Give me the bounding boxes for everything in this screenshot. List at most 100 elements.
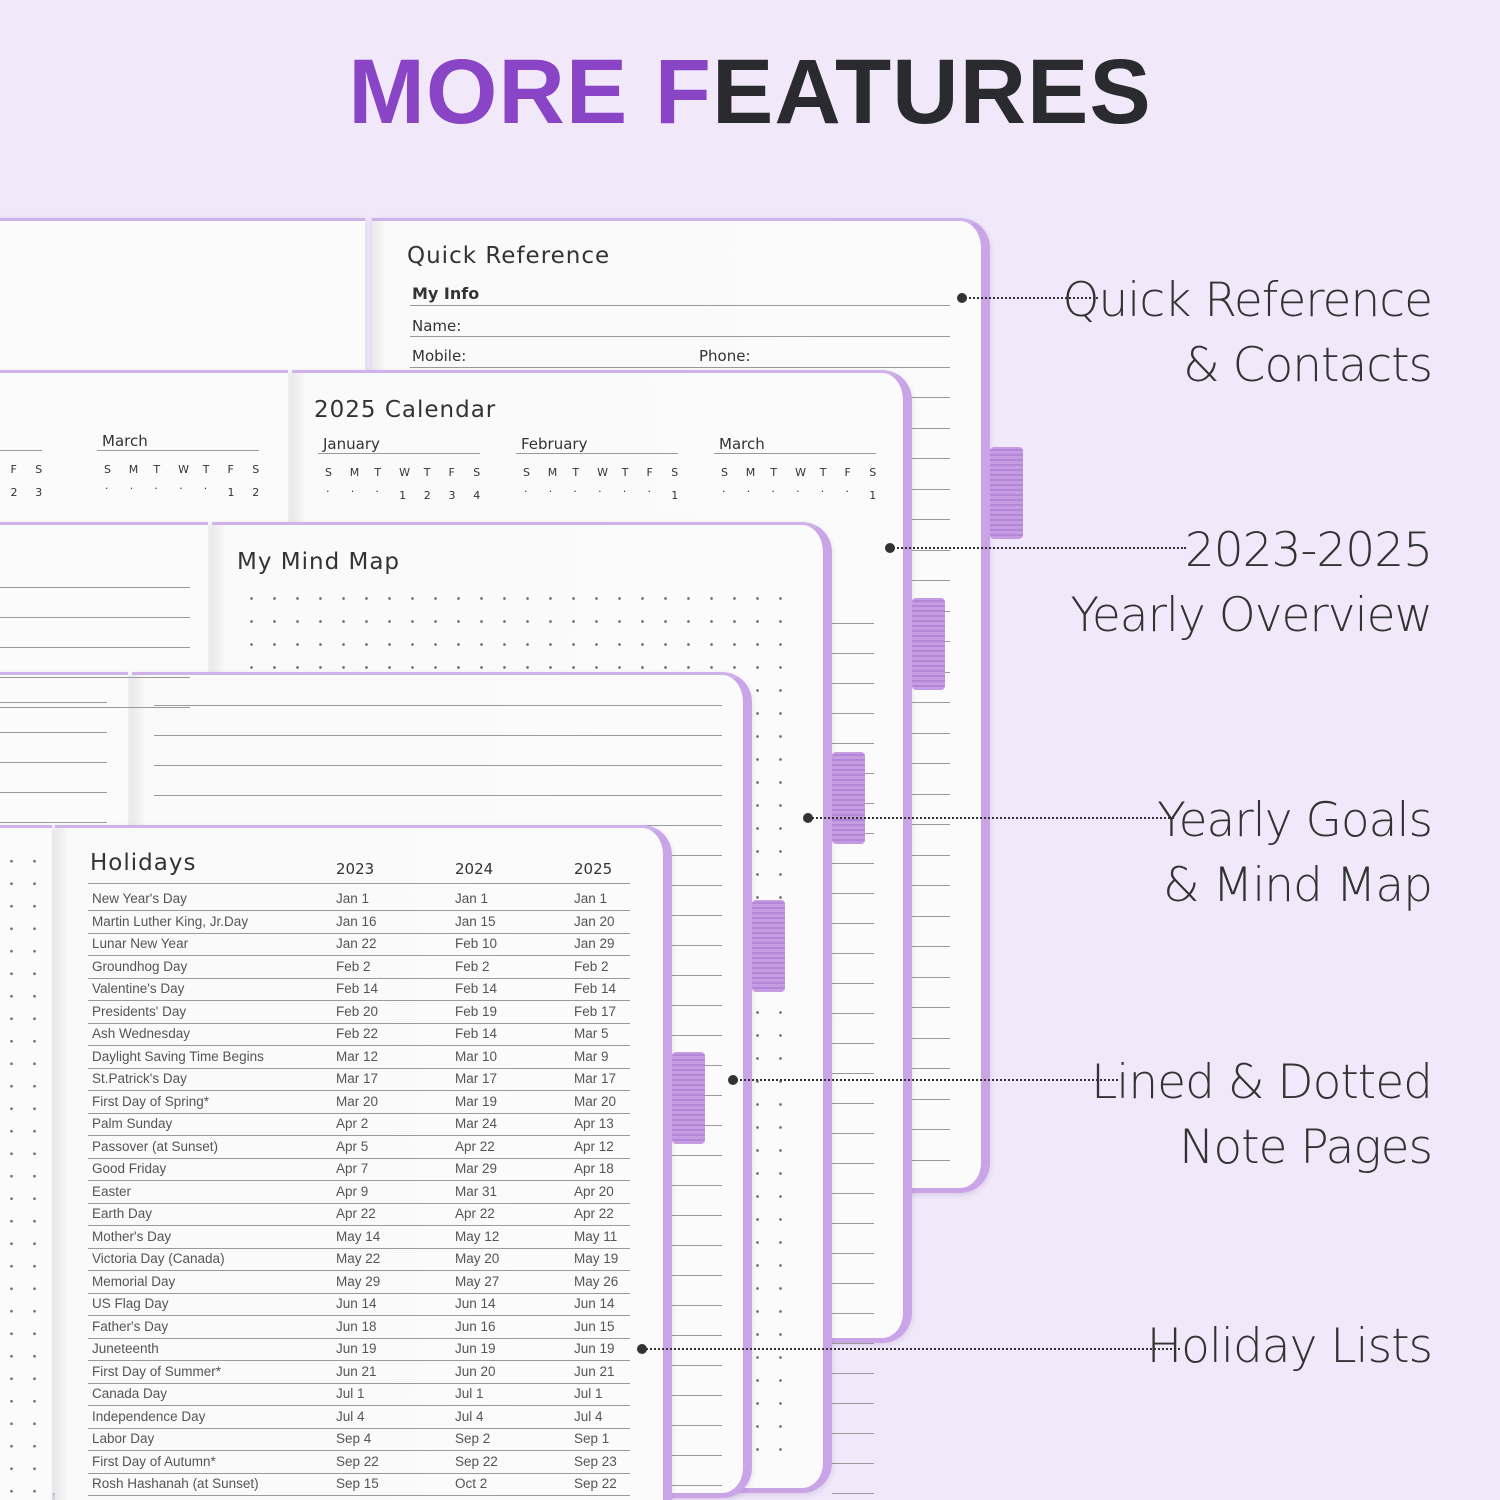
holiday-date: Jan 20 [574,913,615,929]
rule-line [832,1283,874,1284]
holiday-date: Jun 14 [574,1296,615,1311]
rule-line [0,792,107,793]
rule-line [832,1373,874,1374]
holiday-date: Feb 14 [336,981,379,996]
rule-line [88,1337,630,1339]
day: 2 [252,486,260,499]
holiday-date: Sep 4 [336,1431,372,1446]
day: 3 [35,486,43,499]
callout-line [808,817,1174,819]
holiday-date: Apr 12 [574,1138,614,1154]
weekday: W [399,466,410,479]
callout-line-text: Yearly Overview [1070,588,1433,643]
holiday-date: Jan 1 [336,891,370,906]
holiday-date: Apr 13 [574,1116,614,1131]
holiday-date: Jun 16 [455,1318,496,1334]
weekday: S [252,463,260,476]
holiday-date: Feb 14 [574,981,617,996]
field-label: Mobile: [412,347,467,365]
rule-line [832,1163,874,1164]
rule-line [0,702,107,703]
rule-line [154,735,722,736]
rule-line [832,713,874,714]
rule-line [0,647,190,648]
day: 1 [399,489,407,502]
rule-line [832,893,874,894]
holiday-date: Jun 18 [336,1318,377,1334]
rule-line [832,1103,874,1104]
holiday-name: First Day of Autumn* [92,1453,216,1469]
holiday-date: Sep 15 [336,1476,379,1491]
weekday: T [621,466,629,479]
rule-line [0,707,190,708]
holiday-name: Labor Day [92,1431,155,1446]
holiday-date: May 29 [336,1273,381,1289]
title: MORE FEATURES [0,40,1500,145]
weekday: T [153,463,161,476]
holiday-date: Feb 17 [574,1003,617,1019]
callout-text: 2023-2025 Yearly Overview [1070,518,1433,648]
holiday-date: Mar 17 [574,1071,617,1086]
rule-line [0,450,42,451]
holiday-date: Apr 5 [336,1138,369,1154]
holiday-date: Jun 15 [574,1318,615,1334]
holiday-date: Mar 20 [574,1093,617,1109]
holiday-date: May 20 [455,1251,500,1266]
weekday: S [721,466,728,479]
holiday-date: Sep 22 [336,1453,379,1469]
callout-line [642,1348,1180,1350]
holiday-name: Palm Sunday [92,1116,173,1131]
rule-line [88,1495,630,1496]
rule-line [832,743,874,744]
holiday-name: Presidents' Day [92,1003,187,1019]
month-name: March [102,432,148,450]
rule-line [714,453,876,454]
blank-day: · [548,485,553,498]
holiday-date: Sep 2 [455,1431,491,1446]
holiday-date: Mar 17 [336,1071,379,1086]
holiday-date: Mar 29 [455,1161,498,1176]
blank-day: · [746,485,751,498]
holiday-date: Apr 22 [574,1206,614,1221]
rule-line [832,1133,874,1134]
holiday-date: May 19 [574,1251,619,1266]
rule-line [832,1313,874,1314]
holiday-date: Mar 10 [455,1048,498,1064]
callout-text: Quick Reference & Contacts [1062,268,1433,398]
rule-line [832,953,874,954]
weekday: M [349,466,360,479]
rule-line [410,336,950,337]
weekday: T [374,466,382,479]
blank-day: · [203,482,208,495]
blank-day: · [845,485,850,498]
rule-line [832,1043,874,1044]
rule-line [88,1135,630,1136]
rule-line [0,587,190,588]
rule-line [154,705,722,706]
rule-line [832,1193,874,1194]
holiday-date: Apr 9 [336,1183,369,1199]
rule-line [154,795,722,796]
field-label: Name: [412,317,462,335]
rule-line [832,863,874,864]
holiday-date: Jun 20 [455,1363,496,1379]
holiday-date: Jul 1 [455,1386,484,1401]
blank-day: · [573,485,577,498]
holiday-date: Mar 9 [574,1048,609,1064]
holiday-date: Feb 14 [455,1026,498,1041]
holiday-date: Jun 19 [336,1341,377,1356]
rule-line [0,762,107,763]
holiday-date: Jun 21 [336,1363,377,1379]
holiday-date: Jun 14 [455,1296,496,1311]
elastic-tab [672,1052,705,1144]
holiday-name: New Year's Day [92,891,187,906]
rule-line [88,1360,630,1361]
holiday-date: Feb 14 [455,981,498,996]
holiday-date: Feb 2 [574,958,609,974]
blank-day: · [179,482,183,495]
holiday-name: Easter [92,1183,132,1199]
rule-line [88,955,630,956]
holiday-date: Apr 7 [336,1161,369,1176]
rule-line [88,932,630,934]
